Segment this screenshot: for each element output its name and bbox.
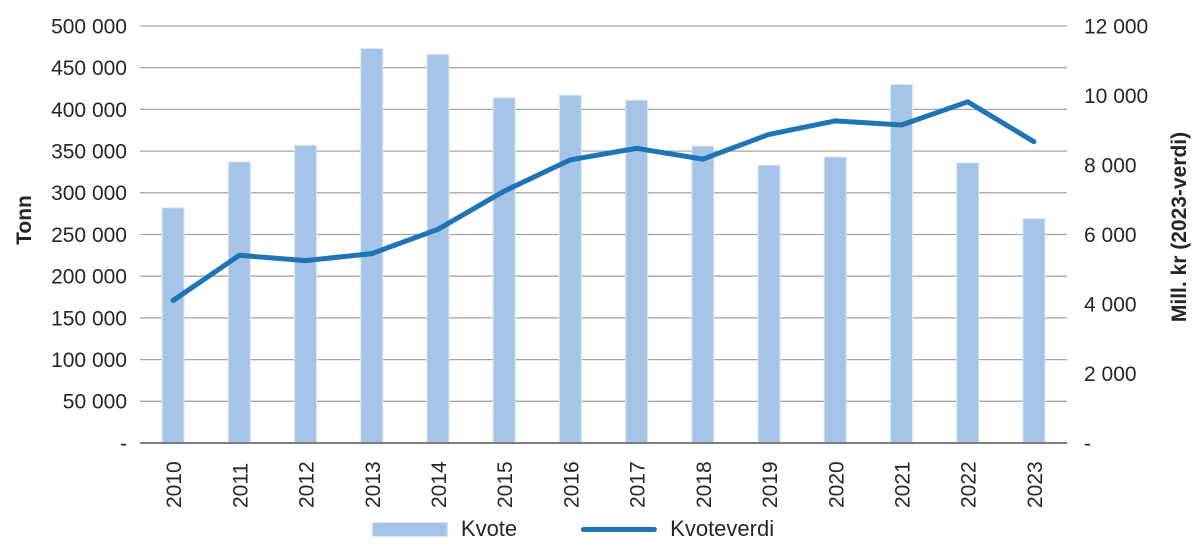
left-axis-tick-label: - <box>120 432 127 455</box>
left-axis-title: Tonn <box>13 195 36 245</box>
right-axis-title: Mill. kr (2023-verdi) <box>1168 131 1191 323</box>
x-axis-tick-label-2017: 2017 <box>627 461 650 508</box>
left-axis-tick-label: 150 000 <box>51 307 127 330</box>
trend-line-kvoteverdi <box>170 99 1037 303</box>
right-axis-tick-label: 8 000 <box>1084 154 1137 177</box>
left-axis-tick-label: 200 000 <box>51 266 127 289</box>
bar-2020 <box>823 156 847 444</box>
x-axis-tick-label-2021: 2021 <box>891 461 914 508</box>
kvoteverdi-line-swatch-icon <box>581 526 658 532</box>
left-axis-tick-label: 400 000 <box>51 99 127 122</box>
right-axis-tick-label: 4 000 <box>1084 293 1137 316</box>
bar-2013 <box>360 48 384 444</box>
right-axis-tick-label: 10 000 <box>1084 85 1148 108</box>
left-axis-tick-label: 300 000 <box>51 182 127 205</box>
right-axis-tick-label: - <box>1084 432 1091 455</box>
x-axis-tick-label-2012: 2012 <box>296 461 319 508</box>
legend-label-kvote: Kvote <box>460 516 518 541</box>
legend: Kvote Kvoteverdi <box>371 516 774 541</box>
bar-2023 <box>1022 218 1046 444</box>
bar-2018 <box>691 145 715 444</box>
left-axis-tick-label: 350 000 <box>51 140 127 163</box>
x-axis-tick-label-2019: 2019 <box>759 461 782 508</box>
x-axis-tick-label-2014: 2014 <box>428 461 451 508</box>
bar-2022 <box>956 162 980 444</box>
x-axis-tick-label-2020: 2020 <box>825 461 848 508</box>
right-axis-tick-label: 12 000 <box>1084 15 1148 38</box>
left-axis-tick-label: 450 000 <box>51 57 127 80</box>
x-axis-tick-label-2016: 2016 <box>560 461 583 508</box>
legend-label-kvoteverdi: Kvoteverdi <box>670 516 775 541</box>
x-axis-tick-label-2010: 2010 <box>163 461 186 508</box>
right-axis-tick-label: 6 000 <box>1084 224 1137 247</box>
x-axis-tick-label-2011: 2011 <box>229 463 252 508</box>
bar-2011 <box>227 161 251 444</box>
left-axis-tick-label: 500 000 <box>51 15 127 38</box>
bar-2010 <box>161 207 185 444</box>
bar-2021 <box>889 83 913 444</box>
left-axis-tick-label: 250 000 <box>51 224 127 247</box>
x-axis-tick-label-2018: 2018 <box>693 461 716 508</box>
legend-item-kvote: Kvote <box>371 516 518 541</box>
kvote-bar-swatch-icon <box>371 521 448 537</box>
left-axis-tick-label: 50 000 <box>63 391 127 414</box>
bar-2016 <box>558 94 582 444</box>
bar-2014 <box>426 53 450 444</box>
x-axis-tick-label-2015: 2015 <box>494 461 517 508</box>
legend-item-kvoteverdi: Kvoteverdi <box>581 518 774 540</box>
x-axis-tick-label-2013: 2013 <box>362 461 385 508</box>
bar-2015 <box>492 97 516 444</box>
bar-2012 <box>294 144 318 444</box>
right-axis-tick-label: 2 000 <box>1084 363 1137 386</box>
left-axis-tick-label: 100 000 <box>51 349 127 372</box>
bar-2019 <box>757 164 781 444</box>
x-axis-tick-label-2022: 2022 <box>958 461 981 508</box>
x-axis-tick-label-2023: 2023 <box>1024 461 1047 508</box>
